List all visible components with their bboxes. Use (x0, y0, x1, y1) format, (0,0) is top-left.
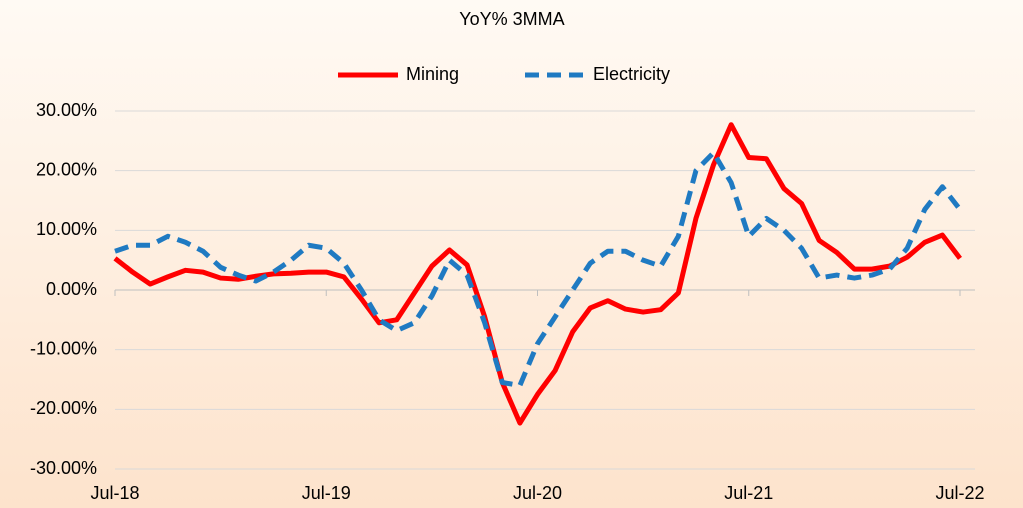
x-tick-label: Jul-18 (90, 483, 139, 503)
y-tick-label: 10.00% (36, 219, 97, 239)
y-tick-label: 30.00% (36, 100, 97, 120)
legend-label: Electricity (593, 64, 670, 84)
series-line (114, 150, 962, 388)
chart-title: YoY% 3MMA (459, 9, 564, 29)
x-tick-label: Jul-21 (724, 483, 773, 503)
y-tick-label: -10.00% (30, 338, 97, 358)
legend-label: Mining (406, 64, 459, 84)
x-tick-label: Jul-19 (302, 483, 351, 503)
y-tick-label: 0.00% (46, 279, 97, 299)
x-tick-label: Jul-20 (513, 483, 562, 503)
y-tick-label: -20.00% (30, 398, 97, 418)
y-tick-label: -30.00% (30, 458, 97, 478)
y-tick-label: 20.00% (36, 159, 97, 179)
series-line (113, 122, 962, 426)
x-tick-label: Jul-22 (935, 483, 984, 503)
